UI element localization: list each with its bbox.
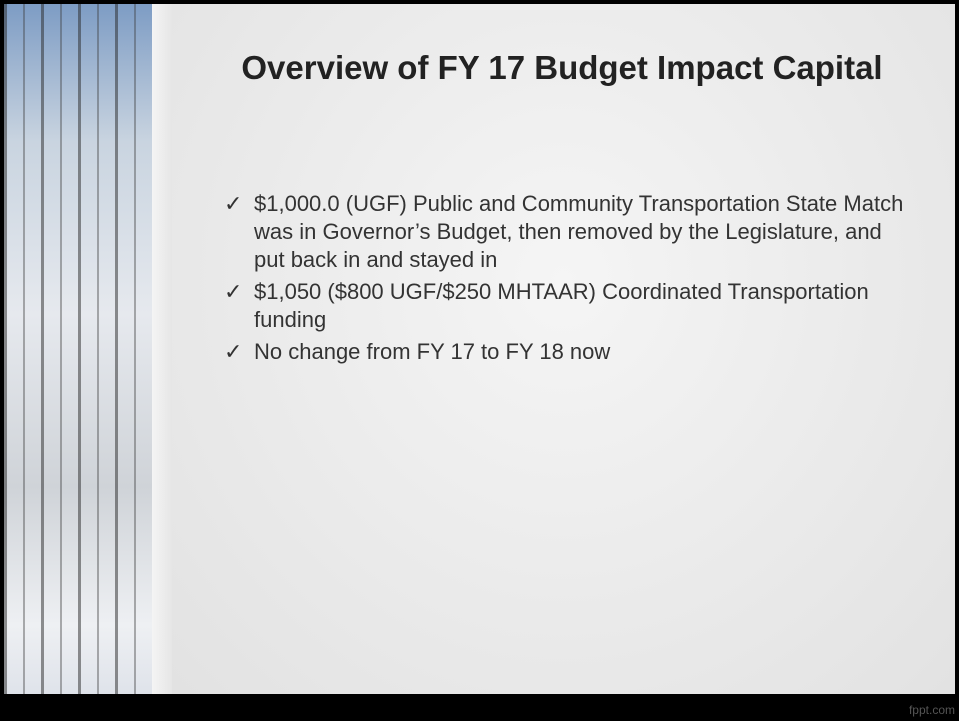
winter-forest-photo <box>4 4 152 694</box>
check-mark: ✓ <box>224 339 243 364</box>
check-mark: ✓ <box>224 191 243 216</box>
bullet: ✓ No change from FY 17 to FY 18 now <box>224 338 904 366</box>
bullet: ✓ $1,050 ($800 UGF/$250 MHTAAR) Coordinat… <box>224 278 904 334</box>
check-mark: ✓ <box>224 279 243 304</box>
bullet-text: No change from FY 17 to FY 18 now <box>254 339 611 364</box>
bullet-text: $1,000.0 (UGF) Public and Community Tran… <box>254 191 904 272</box>
slide-title: Overview of FY 17 Budget Impact Capital <box>241 49 883 86</box>
slide-frame: Overview of FY 17 Budget Impact Capital … <box>4 4 955 694</box>
content: Overview of FY 17 Budget Impact Capital … <box>172 4 955 694</box>
bullet: ✓ $1,000.0 (UGF) Public and Community Tra… <box>224 190 904 274</box>
bullet-list: ✓ $1,000.0 (UGF) Public and Community Tra… <box>224 190 904 370</box>
divider <box>152 4 172 694</box>
bullet-text: $1,050 ($800 UGF/$250 MHTAAR) Coordinate… <box>254 279 869 332</box>
footer: fppt.com <box>908 703 955 717</box>
